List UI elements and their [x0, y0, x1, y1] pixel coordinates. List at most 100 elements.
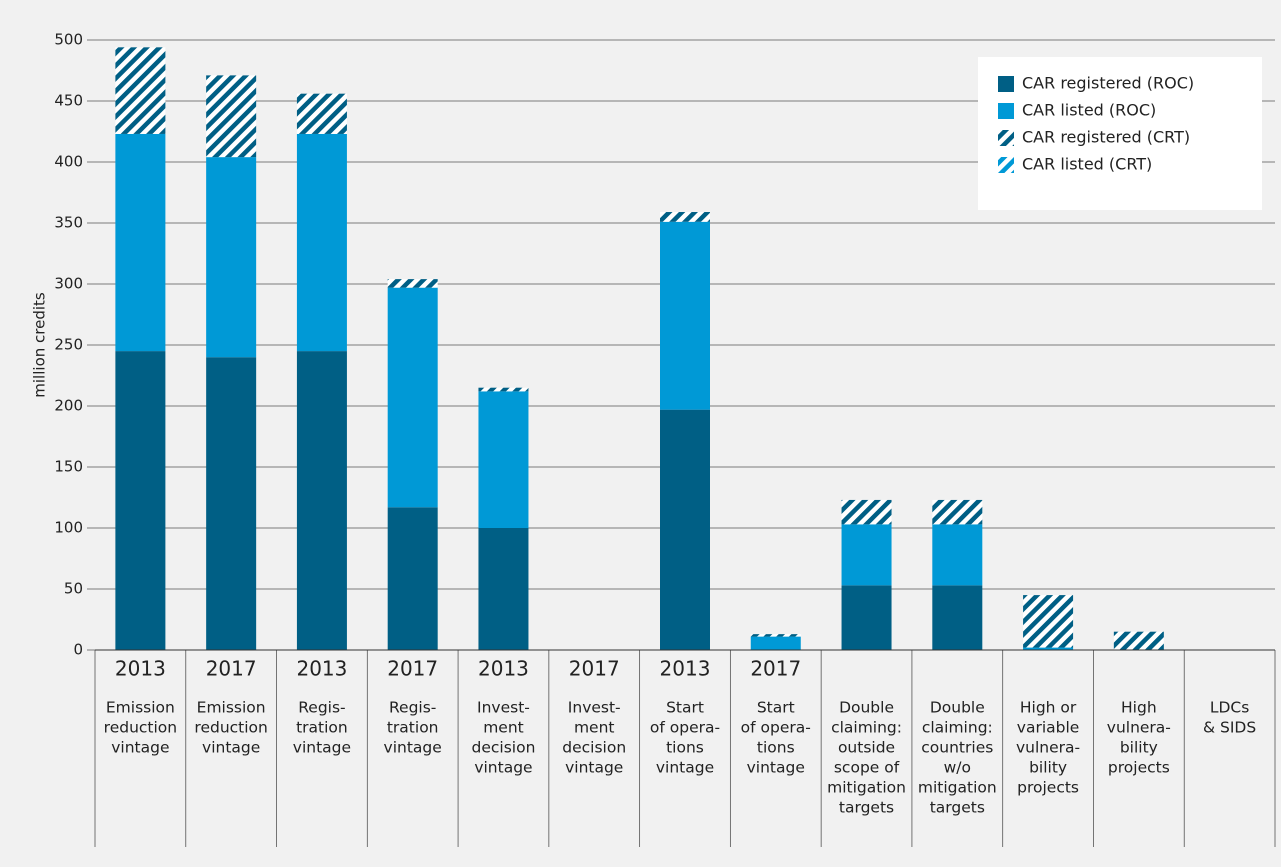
bar-segment — [1023, 595, 1074, 648]
legend-swatch — [998, 103, 1014, 119]
x-tick-label: bility — [1120, 739, 1158, 757]
x-tick-label: projects — [1108, 759, 1170, 777]
bar-segment — [1113, 631, 1164, 650]
x-tick-label: tions — [666, 739, 704, 757]
legend-box — [978, 57, 1262, 210]
bar-segment — [115, 133, 166, 352]
year-label: 2017 — [569, 657, 620, 681]
legend-label: CAR listed (ROC) — [1022, 101, 1156, 120]
x-tick-label: Invest- — [568, 699, 621, 717]
y-tick-label: 450 — [54, 92, 83, 110]
bar-segment — [478, 391, 529, 528]
x-tick-label: claiming: — [922, 719, 993, 737]
x-tick-label: vulnera- — [1016, 739, 1080, 757]
x-tick-label: High or — [1020, 699, 1077, 717]
x-tick-label: claiming: — [831, 719, 902, 737]
y-tick-label: 250 — [54, 336, 83, 354]
x-tick-label: vintage — [384, 739, 442, 757]
bar-segment — [206, 75, 257, 158]
year-label: 2013 — [660, 657, 711, 681]
x-tick-label: vulnera- — [1107, 719, 1171, 737]
x-tick-label: LDCs — [1210, 699, 1249, 717]
legend: CAR registered (ROC) CAR listed (ROC) CAR … — [978, 57, 1262, 210]
x-tick-label: ment — [483, 719, 524, 737]
x-tick-label: High — [1121, 699, 1157, 717]
x-tick-label: targets — [930, 799, 985, 817]
legend-swatch — [998, 76, 1014, 92]
x-tick-label: w/o — [944, 759, 971, 777]
x-tick-label: Start — [666, 699, 704, 717]
x-tick-label: decision — [562, 739, 626, 757]
x-tick-label: vintage — [747, 759, 805, 777]
x-tick-label: & SIDS — [1203, 719, 1256, 737]
y-tick-label: 400 — [54, 153, 83, 171]
x-tick-label: mitigation — [918, 779, 997, 797]
bar-segment — [660, 409, 710, 650]
x-tick-label: vintage — [293, 739, 351, 757]
bar-segment — [387, 507, 438, 650]
x-tick-label: reduction — [104, 719, 177, 737]
x-tick-label: scope of — [834, 759, 900, 777]
bar-segment — [932, 499, 983, 525]
year-label: 2013 — [115, 657, 166, 681]
year-label: 2013 — [296, 657, 347, 681]
x-tick-label: vintage — [474, 759, 532, 777]
x-tick-label: Invest- — [477, 699, 530, 717]
x-tick-label: tions — [757, 739, 795, 757]
legend-label: CAR registered (ROC) — [1022, 74, 1194, 93]
legend-label: CAR registered (CRT) — [1022, 128, 1190, 147]
y-tick-label: 200 — [54, 397, 83, 415]
bar-segment — [932, 524, 983, 586]
bar-segment — [1023, 647, 1074, 650]
y-tick-label: 150 — [54, 458, 83, 476]
bar-segment — [296, 133, 347, 352]
y-tick-label: 100 — [54, 519, 83, 537]
x-tick-label: vintage — [111, 739, 169, 757]
bar-segment — [387, 287, 438, 508]
bar-segment — [750, 634, 801, 637]
x-tick-label: vintage — [202, 739, 260, 757]
bar-segment — [206, 157, 257, 358]
bar-segment — [115, 351, 166, 650]
y-tick-label: 350 — [54, 214, 83, 232]
x-tick-label: of opera- — [650, 719, 720, 737]
x-tick-label: projects — [1017, 779, 1079, 797]
legend-swatch — [998, 130, 1014, 146]
x-tick-label: targets — [839, 799, 894, 817]
x-tick-label: reduction — [194, 719, 267, 737]
y-tick-label: 0 — [73, 641, 83, 659]
legend-swatch — [998, 157, 1014, 173]
year-label: 2017 — [750, 657, 801, 681]
y-tick-label: 300 — [54, 275, 83, 293]
y-tick-label: 50 — [64, 580, 83, 598]
y-tick-label: 500 — [54, 31, 83, 49]
year-label: 2013 — [478, 657, 529, 681]
bar-segment — [660, 221, 710, 410]
x-tick-label: Regis- — [389, 699, 436, 717]
bar-segment — [296, 93, 347, 134]
x-tick-label: Emission — [197, 699, 266, 717]
x-tick-label: Double — [930, 699, 985, 717]
bar-segment — [478, 528, 529, 650]
x-tick-label: Start — [757, 699, 795, 717]
x-tick-label: ment — [574, 719, 615, 737]
x-tick-label: of opera- — [741, 719, 811, 737]
x-tick-label: countries — [921, 739, 993, 757]
bar-segment — [296, 351, 347, 650]
legend-label: CAR listed (CRT) — [1022, 155, 1152, 174]
x-tick-label: vintage — [565, 759, 623, 777]
x-tick-label: Emission — [106, 699, 175, 717]
bar-segment — [478, 387, 529, 392]
x-tick-label: tration — [296, 719, 348, 737]
x-tick-label: Double — [839, 699, 894, 717]
bar-segment — [841, 499, 892, 525]
x-tick-label: outside — [838, 739, 895, 757]
y-axis-label: million credits — [31, 292, 49, 398]
bar-segment — [660, 212, 710, 222]
x-tick-label: vintage — [656, 759, 714, 777]
x-tick-label: decision — [472, 739, 536, 757]
x-tick-label: variable — [1017, 719, 1080, 737]
bar-segment — [206, 357, 257, 650]
bar-segment — [841, 524, 892, 586]
